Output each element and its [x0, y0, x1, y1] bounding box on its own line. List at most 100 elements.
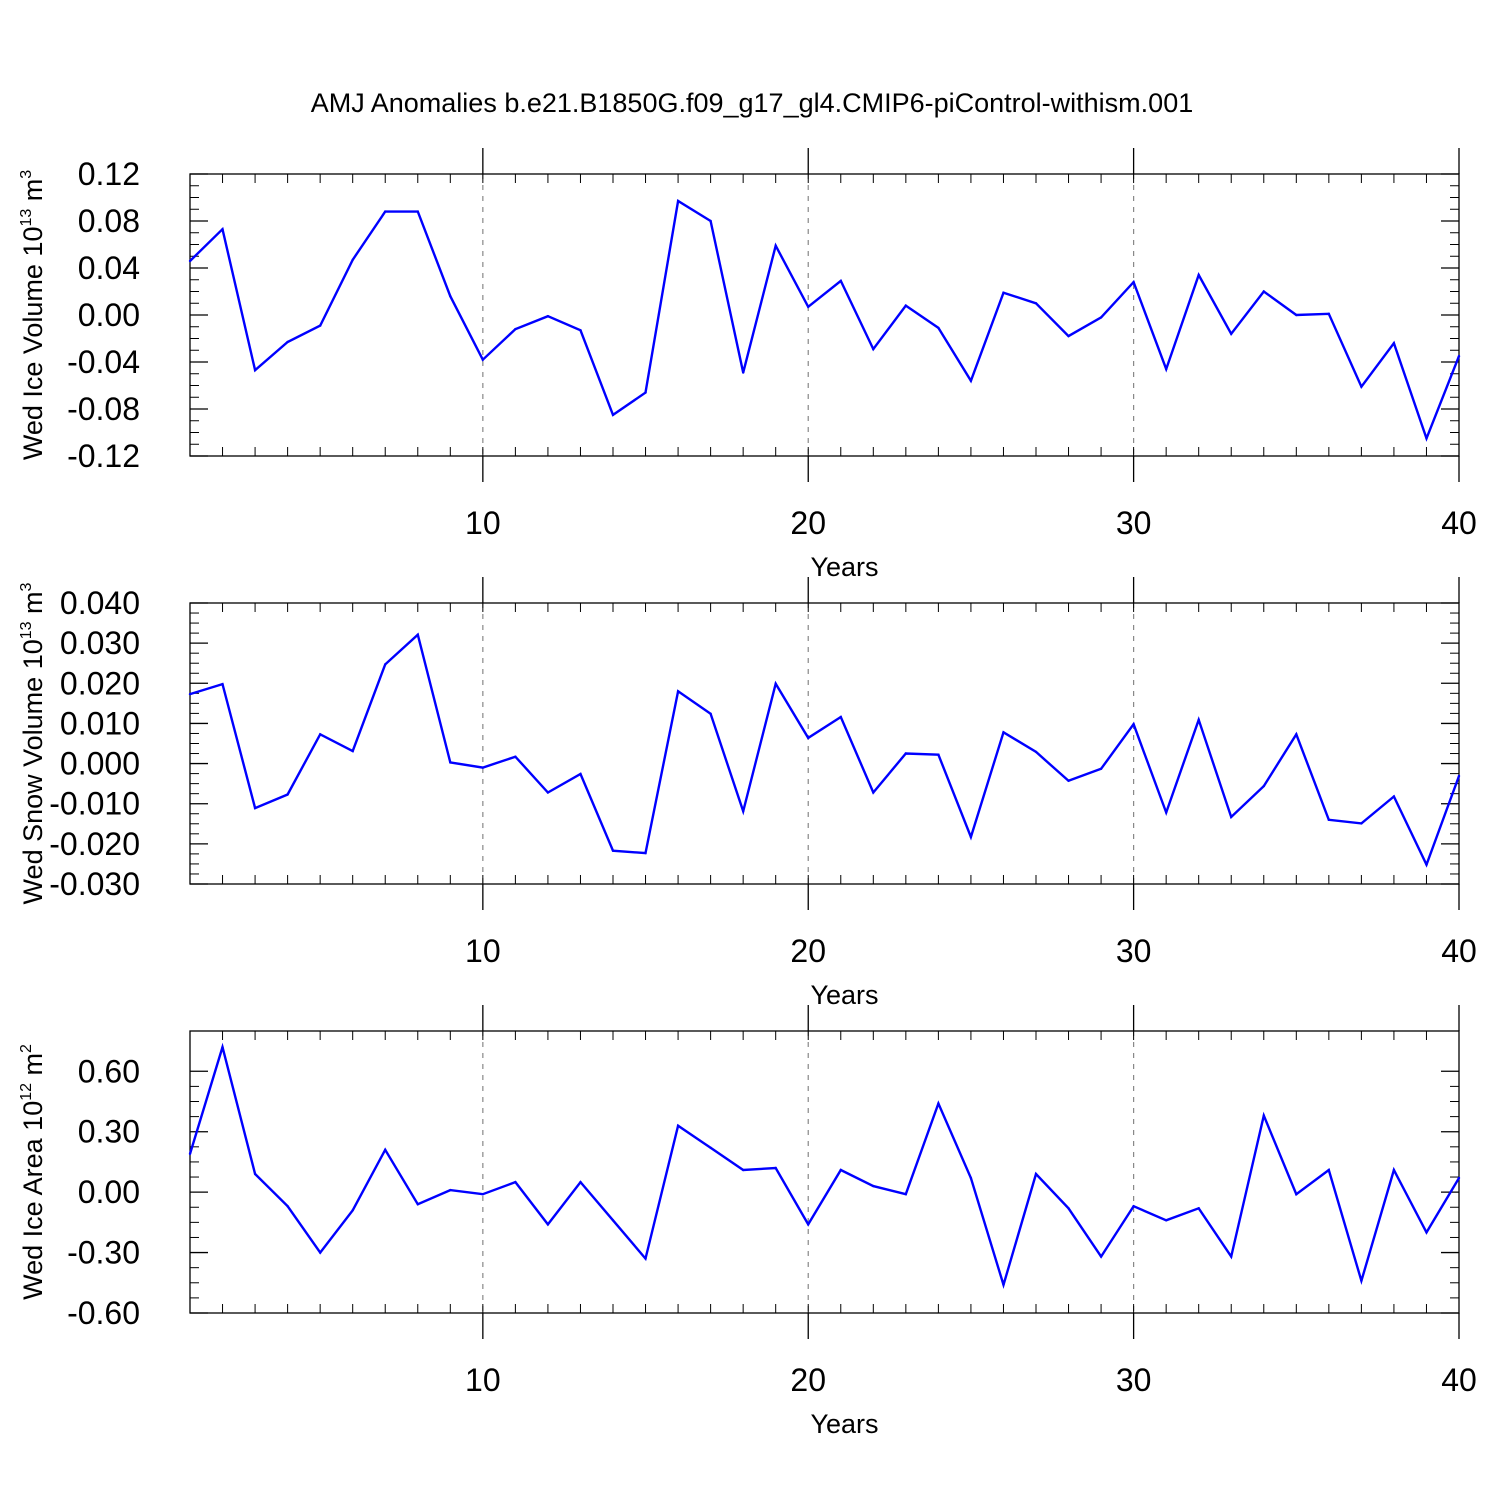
- y-tick-label: 0.030: [60, 625, 140, 661]
- data-point: [221, 1045, 224, 1049]
- data-point: [188, 259, 192, 263]
- y-axis-label-unit-exponent: 2: [18, 1044, 35, 1053]
- x-axis-label: Years: [810, 980, 878, 1010]
- data-point: [546, 1223, 550, 1226]
- y-tick-label: 0.040: [60, 585, 140, 621]
- x-axis-label: Years: [810, 1409, 878, 1439]
- y-tick-label: 0.12: [78, 156, 140, 192]
- y-tick-label: -0.12: [67, 438, 140, 474]
- data-point: [774, 682, 777, 685]
- data-point: [1099, 1255, 1103, 1258]
- data-point: [839, 279, 842, 283]
- data-point: [872, 347, 875, 351]
- data-point: [1099, 316, 1103, 319]
- data-point: [188, 692, 192, 696]
- data-point: [644, 1257, 647, 1260]
- data-point: [969, 835, 973, 839]
- y-tick-label: 0.00: [78, 1174, 140, 1210]
- data-point: [969, 379, 973, 382]
- y-axis-label-exponent: 13: [18, 621, 35, 639]
- data-point: [1165, 811, 1168, 814]
- data-point: [579, 329, 582, 332]
- data-point: [937, 326, 940, 330]
- y-axis-label-unit: m: [18, 179, 48, 209]
- data-point: [676, 690, 680, 693]
- data-point: [253, 369, 257, 372]
- data-point: [384, 1148, 387, 1152]
- data-point: [514, 327, 517, 331]
- data-point: [1132, 723, 1135, 726]
- data-point: [351, 1209, 354, 1212]
- y-tick-label: 0.04: [78, 250, 140, 286]
- data-point: [904, 752, 907, 755]
- data-point: [579, 772, 582, 776]
- data-point: [1262, 1114, 1266, 1117]
- data-point: [807, 305, 810, 308]
- data-point: [1230, 815, 1233, 819]
- y-tick-label: 0.010: [60, 705, 140, 741]
- data-point: [1392, 795, 1396, 798]
- data-point: [937, 1102, 940, 1105]
- data-point: [1295, 1193, 1298, 1196]
- x-tick-label: 30: [1116, 1362, 1152, 1398]
- data-point: [416, 1203, 419, 1206]
- data-point: [1165, 1219, 1168, 1222]
- data-point: [481, 766, 484, 769]
- y-axis-label-text: Wed Ice Volume 10: [18, 227, 48, 461]
- data-point: [319, 1251, 322, 1254]
- data-point: [1067, 334, 1070, 338]
- data-point: [384, 210, 387, 213]
- data-point: [449, 295, 452, 298]
- y-axis-label-unit-exponent: 3: [18, 582, 35, 591]
- data-point: [742, 810, 745, 813]
- x-axis-label: Years: [810, 552, 878, 582]
- data-point: [1132, 1205, 1135, 1208]
- data-point: [1262, 290, 1266, 293]
- data-point: [1327, 312, 1331, 315]
- y-tick-label: -0.30: [67, 1235, 140, 1271]
- data-point: [839, 715, 842, 719]
- data-point: [709, 1146, 712, 1150]
- y-tick-label: 0.000: [60, 746, 140, 782]
- data-point: [969, 1176, 973, 1180]
- data-point: [1295, 313, 1298, 317]
- data-point: [1002, 1283, 1005, 1287]
- data-point: [676, 1124, 680, 1127]
- data-point: [1099, 767, 1103, 770]
- chart-panels: 10 20 30 40 0.12 0.08 0.04 0.00 -0.04 -0.08 -0.12 Y…: [18, 148, 1477, 1439]
- x-tick-label: 20: [790, 1362, 826, 1398]
- data-point: [1034, 302, 1038, 305]
- plot-frame: [189, 1030, 1460, 1314]
- data-point: [1425, 863, 1428, 866]
- data-point: [1392, 342, 1396, 345]
- data-point: [221, 682, 224, 686]
- data-point: [286, 1205, 289, 1208]
- data-point: [286, 340, 289, 344]
- data-point: [514, 1180, 517, 1184]
- data-point: [1197, 718, 1200, 721]
- data-point: [611, 413, 615, 417]
- data-point: [579, 1180, 582, 1184]
- x-tick-label: 10: [465, 1362, 501, 1398]
- data-point: [221, 228, 224, 231]
- y-axis-label: Wed Ice Volume 1013 m3: [18, 170, 48, 460]
- data-point: [1457, 774, 1461, 778]
- y-axis-label-unit-exponent: 3: [18, 170, 35, 179]
- data-point: [1425, 437, 1428, 440]
- data-point: [644, 391, 647, 394]
- y-tick-label: 0.30: [78, 1114, 140, 1150]
- data-point: [188, 1152, 192, 1156]
- y-tick-label: -0.04: [67, 344, 140, 380]
- data-point: [449, 761, 452, 764]
- data-point: [1327, 1168, 1331, 1172]
- x-tick-label: 30: [1116, 505, 1152, 541]
- data-point: [253, 1172, 257, 1176]
- data-point: [904, 304, 907, 307]
- data-point: [1002, 291, 1005, 294]
- data-point: [937, 753, 940, 756]
- y-axis-label: Wed Ice Area 1012 m2: [18, 1044, 48, 1300]
- data-point: [1457, 1176, 1461, 1180]
